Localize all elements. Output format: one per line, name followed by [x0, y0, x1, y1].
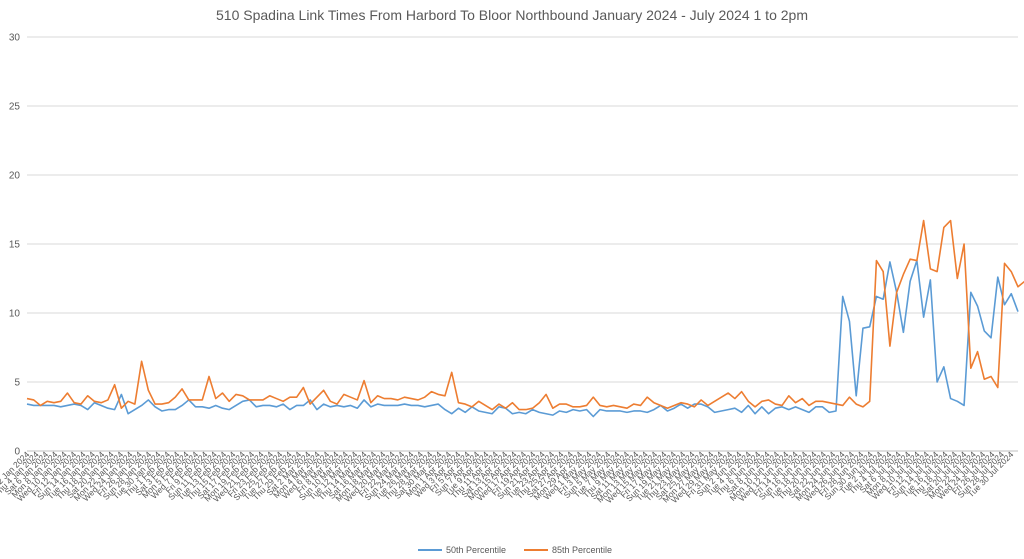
y-tick-label: 20	[9, 171, 21, 182]
series-line-50th-percentile	[26, 259, 1019, 418]
y-tick-label: 15	[9, 240, 21, 251]
legend: 50th Percentile 85th Percentile	[418, 545, 612, 555]
y-tick-label: 0	[14, 447, 20, 458]
y-tick-label: 25	[9, 102, 21, 113]
y-axis-tick-labels: 0 5 10 15 20 25 30	[9, 33, 21, 458]
data-series	[26, 219, 1024, 418]
y-tick-label: 30	[9, 33, 21, 44]
chart-title: 510 Spadina Link Times From Harbord To B…	[216, 7, 808, 23]
series-line-85th-percentile	[26, 219, 1024, 411]
gridlines	[27, 36, 1018, 452]
legend-label-50th-percentile: 50th Percentile	[446, 545, 506, 555]
y-tick-label: 5	[14, 378, 20, 389]
y-tick-label: 10	[9, 309, 21, 320]
legend-label-85th-percentile: 85th Percentile	[552, 545, 612, 555]
